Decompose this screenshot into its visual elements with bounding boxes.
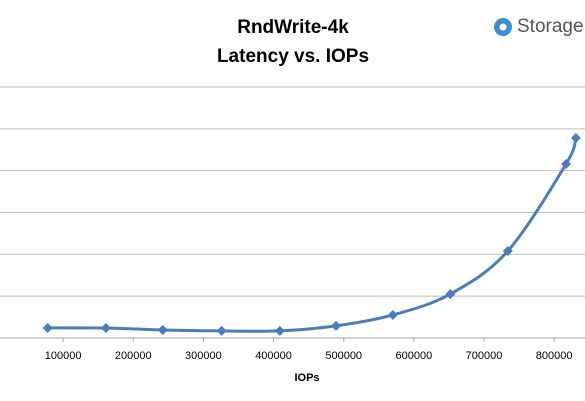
point: [274, 325, 285, 336]
point: [387, 309, 398, 320]
x-tick-label: 200000: [115, 350, 152, 362]
point: [570, 133, 581, 144]
point: [42, 322, 53, 333]
x-axis-label: IOPs: [294, 372, 319, 384]
x-tick-label: 300000: [185, 350, 222, 362]
logo: Storage: [494, 16, 584, 37]
chart-title: RndWrite-4k: [237, 17, 349, 38]
x-tick-label: 600000: [395, 350, 432, 362]
point: [100, 322, 111, 333]
x-tick-label: 100000: [45, 350, 82, 362]
point: [330, 320, 341, 331]
line: [47, 137, 578, 333]
point: [157, 325, 168, 336]
x-tick-label: 700000: [466, 350, 503, 362]
point: [445, 289, 456, 300]
point: [502, 245, 513, 256]
x-tick-label: 500000: [325, 350, 362, 362]
x-tick-label: 400000: [255, 350, 292, 362]
x-tick-label: 800000: [536, 350, 573, 362]
point: [216, 325, 227, 336]
point: [561, 158, 572, 169]
chart-subtitle: Latency vs. IOPs: [217, 46, 369, 67]
logo-text: Storage: [517, 16, 584, 37]
logo-icon-hole: [499, 23, 507, 31]
